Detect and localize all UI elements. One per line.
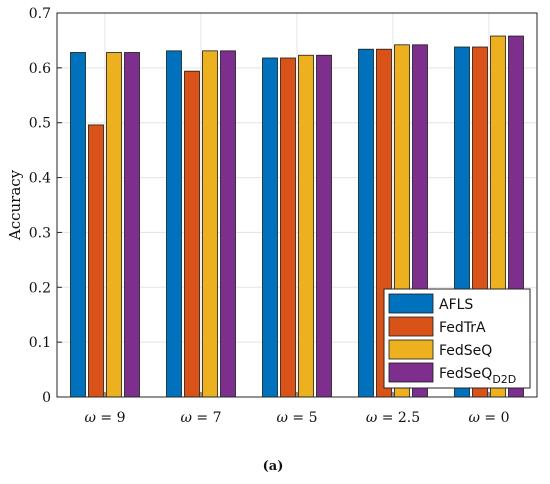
y-axis-ticks: 0 0.1 0.2 0.3 0.4 0.5 0.6 0.7 [29,6,62,406]
legend-label-4: FedSeQD2D [439,366,516,386]
y-tick-label: 0.6 [29,61,51,77]
y-tick-label: 0.2 [29,280,51,296]
x-tick-label: ω = 9 [85,410,126,426]
legend-swatch-1 [388,293,434,314]
x-tick-value: = 0 [480,410,510,426]
bar-1-2 [166,50,182,398]
y-axis-label: Accuracy [6,169,24,241]
x-tick-symbol: ω [181,410,193,426]
bar-1-3 [262,57,278,398]
legend-name: FedSeQ [439,366,492,382]
bar-1-1 [70,52,86,398]
y-tick-label: 0.4 [29,171,51,187]
bar-3-2 [202,50,218,398]
x-tick-symbol: ω [366,410,378,426]
x-tick-symbol: ω [469,410,481,426]
x-tick-value: = 2.5 [377,410,420,426]
bar-2-3 [280,57,296,398]
x-tick-value: = 9 [96,410,126,426]
bar-1-4 [358,48,374,398]
bar-3-1 [106,52,122,398]
y-tick-label: 0.7 [29,6,51,22]
x-tick-label: ω = 5 [277,410,318,426]
legend-label-2: FedTrA [439,320,486,336]
legend-label-1: AFLS [439,297,473,313]
y-tick-label: 0.3 [29,225,51,241]
legend-name: AFLS [439,297,473,313]
legend-swatch-4 [388,362,434,383]
x-tick-label: ω = 7 [181,410,222,426]
x-tick-value: = 7 [192,410,222,426]
legend-name: FedTrA [439,320,486,336]
y-tick-label: 0.1 [29,335,51,351]
legend-name-subscript: D2D [492,373,516,386]
figure-caption: (a) [263,459,284,474]
legend-name: FedSeQ [439,343,492,359]
bar-4-1 [124,52,140,398]
legend-swatch-3 [388,339,434,360]
bar-2-2 [184,70,200,398]
legend-swatch-2 [388,316,434,337]
bar-4-3 [316,54,332,398]
x-tick-label: ω = 2.5 [366,410,420,426]
x-tick-symbol: ω [277,410,289,426]
x-tick-symbol: ω [85,410,97,426]
y-tick-label: 0 [42,390,51,406]
bar-2-1 [88,124,104,398]
x-tick-label: ω = 0 [469,410,510,426]
x-tick-value: = 5 [288,410,318,426]
bar-4-2 [220,50,236,398]
legend-label-3: FedSeQ [439,343,492,359]
bar-3-3 [298,54,314,398]
y-tick-label: 0.5 [29,116,51,132]
